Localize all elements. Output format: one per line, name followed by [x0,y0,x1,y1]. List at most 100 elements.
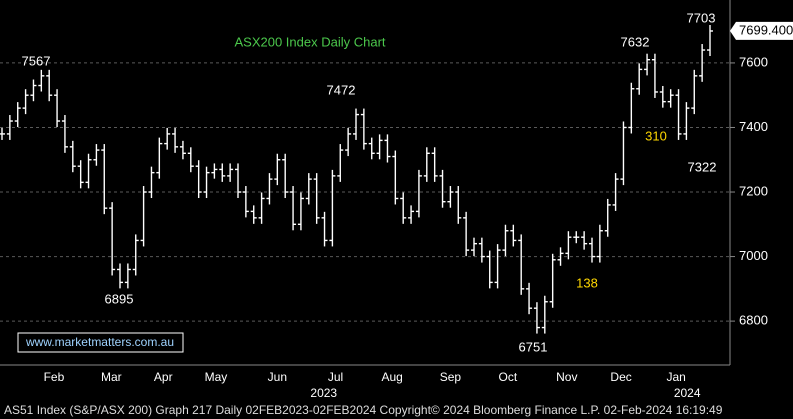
price-bar [447,186,454,208]
price-bar [219,163,226,182]
price-bar [384,134,391,163]
price-bar [502,224,509,257]
price-bar [172,127,179,153]
year-label: 2023 [310,386,337,400]
price-bar [707,24,713,57]
price-bar [290,186,297,231]
x-tick-label: Sep [440,370,462,384]
price-bar [353,108,359,140]
price-bar [549,253,556,308]
price-bar [305,173,312,205]
price-bar [187,147,194,173]
x-tick-label: Jul [328,370,343,384]
price-bar [38,69,45,92]
price-bar [455,186,462,224]
price-bar [211,163,218,179]
price-bar [541,295,548,334]
year-label: 2024 [674,386,701,400]
price-bar [282,153,289,199]
price-bar [636,63,643,95]
price-bar [14,102,21,128]
price-bar [431,147,438,182]
x-tick-label: Dec [610,370,631,384]
price-bar [258,192,265,224]
y-tick-label: 6800 [739,313,768,328]
x-tick-label: Jun [268,370,287,384]
price-bar [478,237,485,263]
price-bar [683,102,690,140]
x-tick-label: Apr [154,370,173,384]
price-bar [581,231,588,250]
price-bar [0,127,5,140]
price-bar [203,166,210,199]
price-bar [109,202,116,276]
price-bar [620,121,627,186]
price-bar [644,53,651,76]
price-bar [518,234,525,295]
price-bar [227,163,234,182]
price-bar [148,166,155,199]
price-bar [164,127,171,150]
price-bar [471,237,477,257]
price-bar [423,147,430,182]
y-tick-label: 7200 [739,183,768,198]
price-bar [589,237,595,263]
price-bar [313,173,320,224]
price-bar [486,250,493,289]
price-bar [376,134,383,160]
price-bar [297,192,304,231]
x-tick-label: Jan [666,370,685,384]
y-tick-label: 7600 [739,54,768,69]
price-bar [93,144,100,166]
price-bar [321,211,328,247]
price-bar [6,115,13,140]
price-bar [596,224,603,263]
annotation: 7322 [688,159,717,174]
price-bar [235,163,241,199]
price-bar [675,89,682,140]
price-bar [612,173,619,211]
price-bar [651,53,658,98]
price-bar [266,173,273,205]
annotation: 7632 [621,34,650,49]
price-bar [463,211,470,257]
price-bar [250,205,257,224]
annotation: 138 [576,275,598,290]
x-tick-label: Aug [382,370,403,384]
price-bar [494,244,501,289]
price-bar [659,85,666,108]
price-bar [101,144,108,215]
price-bar [85,153,92,189]
annotation: 7472 [327,82,356,97]
last-price-label: 7699.400 [739,22,793,37]
annotation: 7703 [687,10,716,25]
price-bar [573,231,580,244]
annotation: 310 [645,128,667,143]
price-bar [526,282,533,315]
price-bar [510,224,517,247]
price-bar [117,263,123,289]
last-price-tag [730,21,793,40]
price-bar [337,144,344,182]
price-bar [557,247,564,266]
price-bar [691,69,698,115]
chart-title: ASX200 Index Daily Chart [234,34,385,49]
price-bar [274,153,281,186]
price-bar [439,169,446,208]
watermark: www.marketmatters.com.au [25,335,174,349]
x-tick-label: May [205,370,228,384]
price-bar [628,82,635,134]
price-bar [415,169,422,218]
x-tick-label: Mar [101,370,122,384]
price-bar [77,160,84,189]
footer: AS51 Index (S&P/ASX 200) Graph 217 Daily… [4,403,723,417]
x-tick-label: Feb [44,370,65,384]
price-bar [22,89,29,115]
annotation: 6751 [519,339,548,354]
price-bar [345,127,352,157]
annotation: 6895 [105,291,134,306]
price-bar [604,198,611,237]
annotation: 7567 [22,53,51,68]
price-bar [329,169,336,247]
